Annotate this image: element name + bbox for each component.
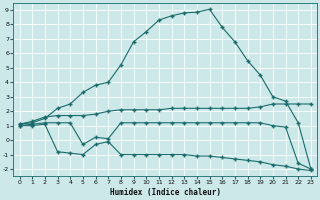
X-axis label: Humidex (Indice chaleur): Humidex (Indice chaleur)	[110, 188, 221, 197]
